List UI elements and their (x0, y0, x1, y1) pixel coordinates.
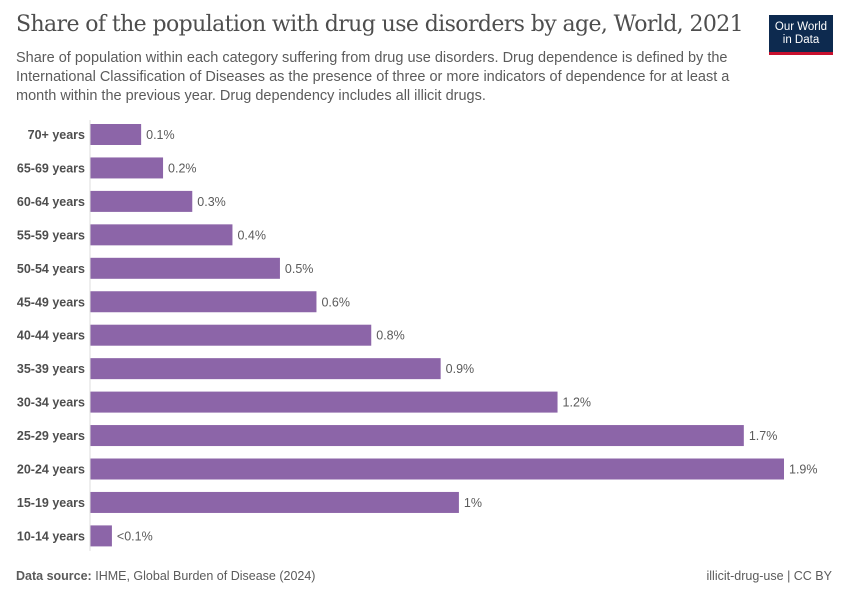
bar[interactable] (90, 190, 193, 212)
category-label: 35-39 years (17, 362, 85, 376)
data-source: Data source: IHME, Global Burden of Dise… (16, 569, 315, 583)
category-label: 65-69 years (17, 161, 85, 175)
bar[interactable] (90, 391, 558, 413)
category-label: 55-59 years (17, 228, 85, 242)
bar[interactable] (90, 291, 317, 313)
bar[interactable] (90, 358, 441, 380)
bar[interactable] (90, 257, 280, 279)
bar[interactable] (90, 224, 233, 246)
logo-text: Our World in Data (774, 20, 828, 46)
category-label: 10-14 years (17, 529, 85, 543)
category-label: 40-44 years (17, 329, 85, 343)
value-label: 1% (464, 496, 482, 510)
bar[interactable] (90, 124, 142, 145)
value-label: 0.4% (237, 228, 266, 242)
value-label: 0.1% (146, 128, 175, 142)
chart-title: Share of the population with drug use di… (16, 12, 744, 37)
category-label: 25-29 years (17, 429, 85, 443)
bar[interactable] (90, 157, 164, 179)
category-label: 60-64 years (17, 195, 85, 209)
value-label: 1.7% (749, 429, 778, 443)
source-label: Data source: (16, 569, 92, 583)
value-label: 1.9% (789, 463, 818, 477)
value-label: 0.6% (321, 295, 350, 309)
category-label: 20-24 years (17, 463, 85, 477)
owid-logo[interactable]: Our World in Data (769, 15, 833, 55)
category-label: 15-19 years (17, 496, 85, 510)
source-text[interactable]: IHME, Global Burden of Disease (2024) (95, 569, 316, 583)
bar[interactable] (90, 525, 112, 547)
category-label: 45-49 years (17, 295, 85, 309)
value-label: 0.8% (376, 329, 405, 343)
bar[interactable] (90, 324, 372, 346)
value-label: 0.3% (197, 195, 226, 209)
chart-subtitle: Share of population within each category… (16, 50, 730, 104)
license[interactable]: illicit-drug-use | CC BY (706, 569, 832, 583)
bar[interactable] (90, 425, 744, 447)
value-label: 0.5% (285, 262, 314, 276)
value-label: 0.2% (168, 161, 197, 175)
category-label: 50-54 years (17, 262, 85, 276)
bar[interactable] (90, 458, 784, 480)
value-label: 0.9% (446, 362, 475, 376)
category-label: 30-34 years (17, 396, 85, 410)
category-label: 70+ years (28, 128, 85, 142)
value-label: <0.1% (117, 529, 153, 543)
value-label: 1.2% (563, 396, 592, 410)
bar[interactable] (90, 491, 459, 513)
